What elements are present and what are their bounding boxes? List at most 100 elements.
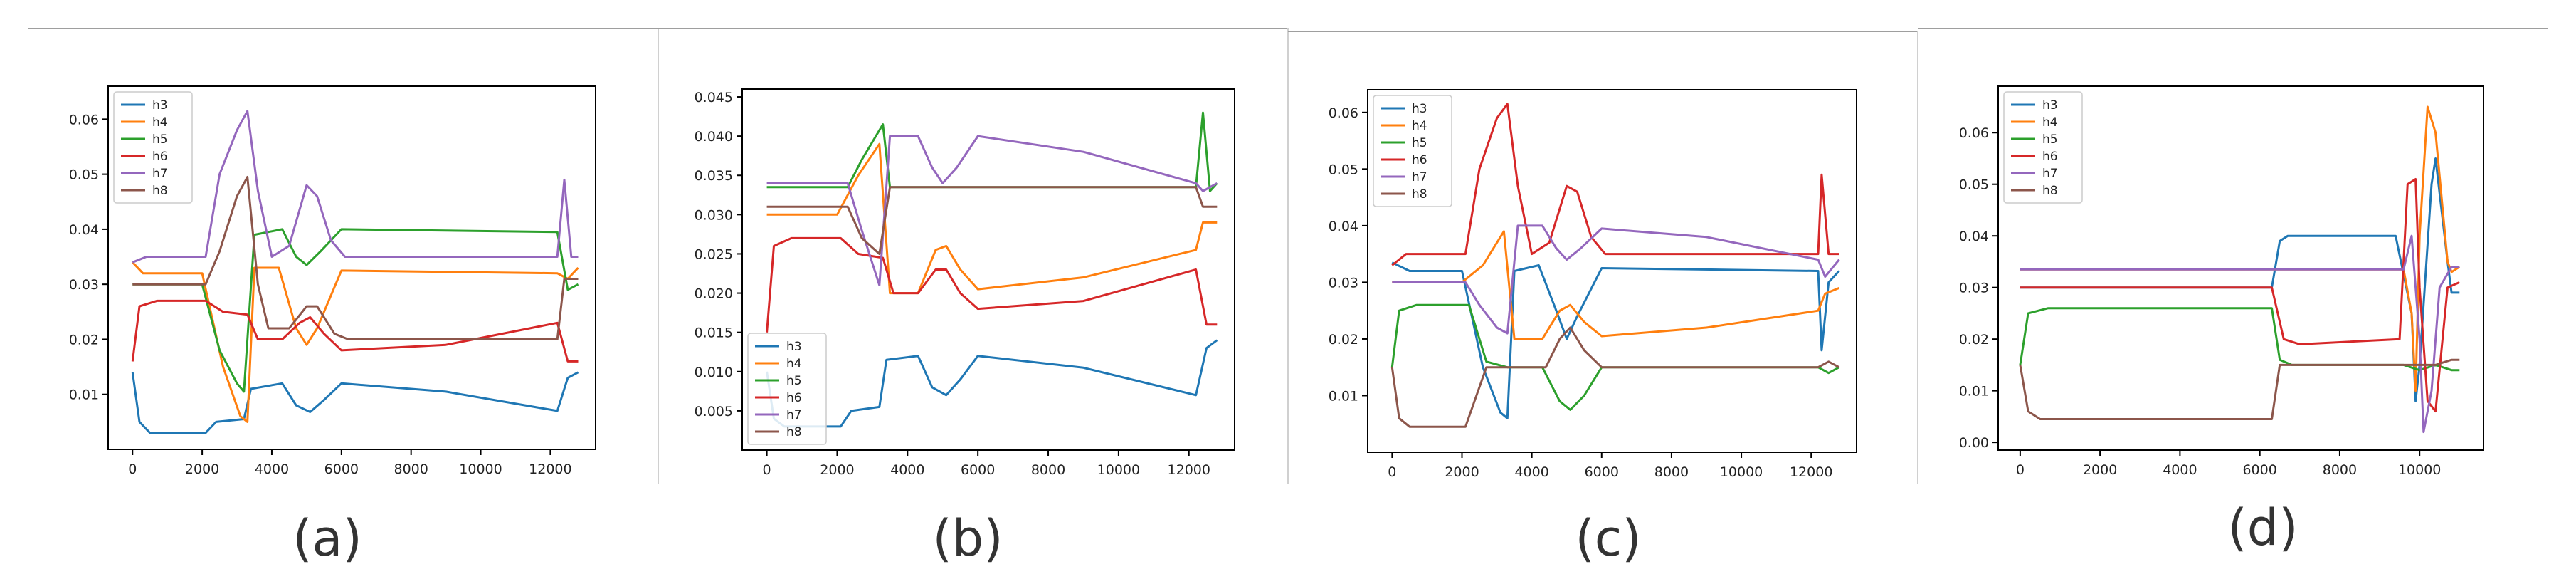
legend-label-h4: h4 — [786, 357, 802, 371]
x-tick-label: 12000 — [1790, 464, 1832, 480]
x-tick-label: 4000 — [890, 462, 924, 478]
series-line-h7 — [132, 110, 579, 264]
y-tick-label: 0.03 — [69, 277, 99, 293]
x-tick-label: 10000 — [1720, 464, 1763, 480]
series-line-h4 — [1392, 230, 1840, 340]
y-tick-label: 0.04 — [69, 222, 99, 238]
x-tick-label: 10000 — [2398, 462, 2441, 478]
legend: h3 h4 h5 h6 h7 h8 — [2003, 91, 2083, 204]
series-line-h8 — [766, 186, 1218, 255]
x-tick-label: 6000 — [961, 462, 995, 478]
legend-box — [2003, 91, 2083, 204]
series-line-h4 — [132, 261, 579, 423]
x-tick-label: 2000 — [2083, 462, 2117, 478]
legend-label-h7: h7 — [1412, 170, 1427, 184]
x-tick-label: 0 — [2016, 462, 2025, 478]
y-tick-label: 0.06 — [1329, 105, 1358, 121]
legend: h3 h4 h5 h6 h7 h8 — [113, 91, 193, 204]
legend-label-h8: h8 — [2042, 184, 2058, 198]
y-tick-label: 0.06 — [1959, 125, 1989, 141]
y-tick-label: 0.05 — [1959, 177, 1989, 193]
x-tick-label: 6000 — [1585, 464, 1619, 480]
y-tick-label: 0.05 — [69, 167, 99, 183]
legend-label-h8: h8 — [786, 425, 802, 439]
series-line-h8 — [2019, 358, 2460, 420]
y-tick-label: 0.010 — [695, 365, 733, 380]
legend-label-h4: h4 — [2042, 115, 2058, 130]
legend-label-h6: h6 — [152, 150, 168, 164]
legend-label-h8: h8 — [1412, 187, 1427, 202]
y-tick-label: 0.035 — [695, 168, 733, 184]
legend-label-h4: h4 — [152, 115, 168, 130]
x-tick-label: 4000 — [1514, 464, 1548, 480]
x-tick-label: 8000 — [394, 462, 428, 477]
series-line-h6 — [1391, 103, 1839, 266]
chart-panel-b: 0 2000 4000 6000 8000 10000 12000 0.005 0.010 0.0… — [658, 28, 1289, 568]
x-tick-label: 8000 — [1031, 462, 1065, 478]
panel-caption: (c) — [1575, 509, 1641, 568]
y-tick-label: 0.05 — [1329, 162, 1358, 177]
y-tick-label: 0.02 — [1959, 332, 1989, 348]
y-tick-label: 0.020 — [695, 286, 733, 302]
y-tick-label: 0.01 — [1329, 388, 1358, 404]
legend-label-h7: h7 — [786, 408, 802, 422]
x-tick-label: 8000 — [1654, 464, 1689, 480]
chart-panel-d: 0 2000 4000 6000 8000 10000 0.00 0.01 0.02 0.03 0.… — [1918, 28, 2548, 557]
legend-label-h5: h5 — [1412, 136, 1427, 150]
x-tick-label: 0 — [1388, 464, 1396, 480]
legend-box — [113, 91, 193, 204]
panel-caption: (a) — [292, 509, 362, 568]
series-line-h7 — [2020, 234, 2460, 434]
legend: h3 h4 h5 h6 h7 h8 — [747, 333, 827, 445]
series-line-h4 — [2020, 105, 2461, 392]
y-tick-label: 0.005 — [695, 404, 733, 419]
y-tick-label: 0.045 — [695, 90, 733, 105]
series-line-h8 — [1390, 326, 1840, 428]
x-tick-label: 6000 — [2242, 462, 2276, 478]
series-line-h6 — [2020, 178, 2460, 413]
y-tick-label: 0.04 — [1329, 219, 1358, 234]
y-tick-label: 0.02 — [1329, 332, 1358, 348]
legend-box — [747, 333, 827, 445]
y-tick-label: 0.01 — [69, 387, 99, 403]
y-tick-label: 0.02 — [69, 332, 99, 348]
chart-panel-c: 0 2000 4000 6000 8000 10000 12000 0.01 0.02 0.03 0… — [1288, 31, 1918, 568]
panel-caption: (b) — [932, 509, 1003, 568]
legend-box — [1373, 95, 1452, 207]
plot-frame — [1997, 85, 2484, 451]
x-tick-label: 0 — [763, 462, 771, 478]
x-tick-label: 2000 — [1445, 464, 1479, 480]
legend-label-h5: h5 — [2042, 132, 2058, 147]
x-tick-label: 2000 — [820, 462, 854, 478]
legend: h3 h4 h5 h6 h7 h8 — [1373, 95, 1452, 207]
chart-panel-a: 0 2000 4000 6000 8000 10000 12000 0.01 0.02 0.03 0… — [28, 28, 659, 568]
plot-frame — [741, 88, 1235, 451]
y-tick-label: 0.015 — [695, 325, 733, 341]
x-tick-label: 0 — [128, 462, 137, 477]
legend-label-h3: h3 — [786, 340, 802, 354]
y-tick-label: 0.03 — [1959, 281, 1989, 296]
x-tick-label: 12000 — [529, 462, 571, 477]
x-tick-label: 6000 — [324, 462, 359, 477]
x-tick-label: 12000 — [1168, 462, 1210, 478]
y-tick-label: 0.040 — [695, 129, 733, 145]
series-line-h7 — [1392, 224, 1840, 335]
legend-label-h6: h6 — [1412, 153, 1427, 167]
y-tick-label: 0.030 — [695, 207, 733, 223]
x-tick-label: 10000 — [1097, 462, 1140, 478]
series-line-h6 — [131, 299, 579, 363]
x-tick-label: 10000 — [459, 462, 502, 477]
legend-label-h3: h3 — [1412, 102, 1427, 116]
y-tick-label: 0.06 — [69, 112, 99, 127]
legend-label-h6: h6 — [786, 391, 802, 405]
legend-label-h8: h8 — [152, 184, 168, 198]
series-line-h4 — [766, 142, 1218, 295]
series-line-h3 — [131, 371, 579, 434]
legend-label-h3: h3 — [2042, 98, 2058, 113]
legend-label-h6: h6 — [2042, 150, 2058, 164]
series-line-h8 — [132, 176, 579, 340]
plot-frame — [107, 85, 596, 450]
y-tick-label: 0.025 — [695, 246, 733, 262]
legend-label-h3: h3 — [152, 98, 168, 113]
